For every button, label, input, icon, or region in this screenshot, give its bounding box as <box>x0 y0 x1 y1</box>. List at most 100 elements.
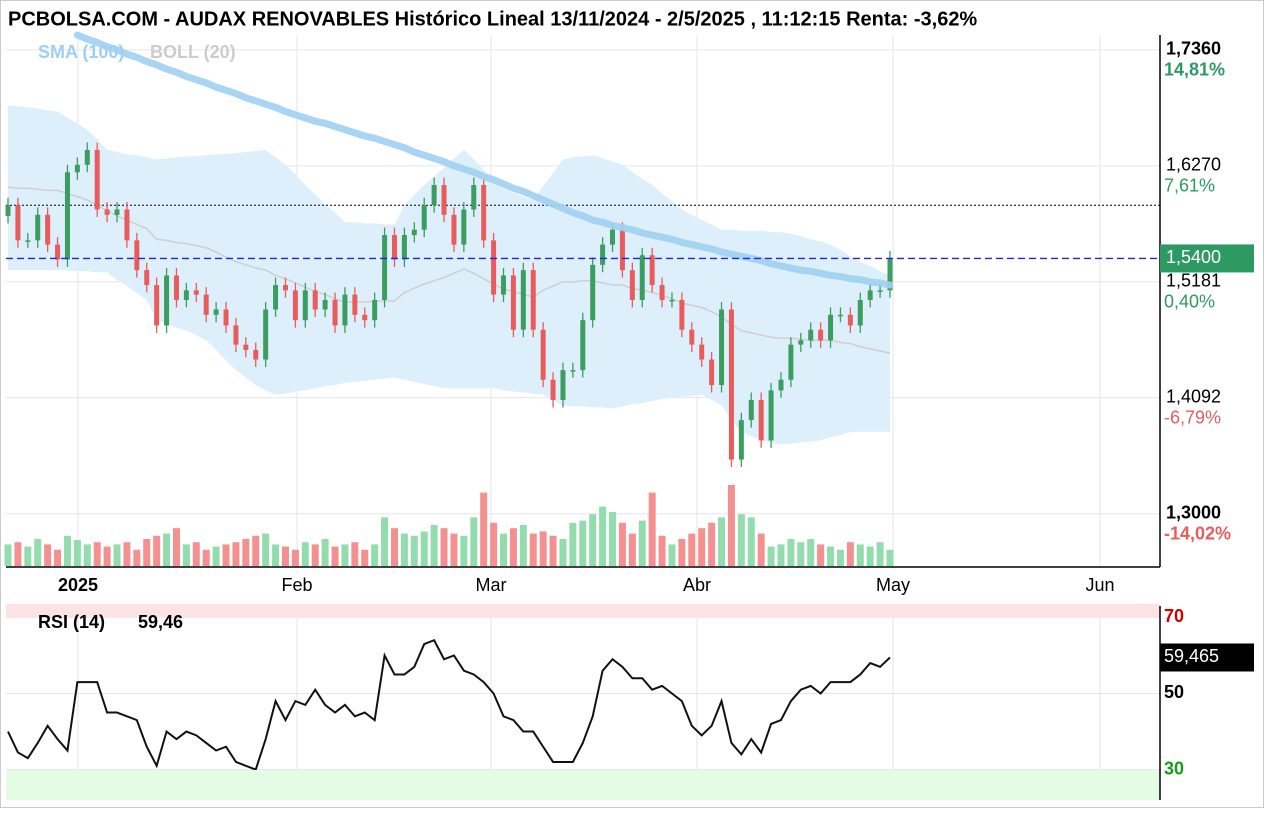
candle-body <box>847 314 853 326</box>
volume-bar <box>836 549 844 566</box>
candle-body <box>600 244 606 265</box>
candle-body <box>104 209 110 215</box>
volume-bar <box>83 544 91 566</box>
candle-body <box>114 209 120 215</box>
volume-bar <box>648 492 656 566</box>
candle-body <box>659 285 665 300</box>
last-price-box <box>1160 244 1254 273</box>
candle-body <box>748 399 754 421</box>
candle-body <box>173 275 179 300</box>
candle-body <box>263 309 269 360</box>
volume-bar <box>381 517 389 566</box>
overbought-zone <box>6 604 1160 618</box>
legend-entry: BOLL (20) <box>150 42 236 62</box>
candle-body <box>352 294 358 315</box>
volume-bar <box>787 539 795 566</box>
candle-body <box>94 149 100 210</box>
volume-bar <box>569 522 577 566</box>
candle-body <box>84 149 90 165</box>
candle-body <box>35 214 41 241</box>
volume-bar <box>44 544 52 566</box>
candle-body <box>689 329 695 345</box>
candle-body <box>570 370 576 372</box>
candle-body <box>45 214 51 245</box>
volume-bar <box>272 544 280 566</box>
candle-body <box>540 329 546 380</box>
volume-bar <box>529 533 537 566</box>
volume-bar <box>490 522 498 566</box>
candle-body <box>421 205 427 230</box>
legend-entry: SMA (100) <box>38 42 124 62</box>
volume-bar <box>113 544 121 566</box>
candle-body <box>332 299 338 326</box>
volume-bar <box>876 542 884 566</box>
candle-body <box>679 299 685 330</box>
candle-body <box>243 344 249 350</box>
candle-body <box>223 309 229 326</box>
candle-body <box>758 399 764 441</box>
candle-body <box>619 229 625 271</box>
volume-bar <box>34 539 42 566</box>
volume-bar <box>856 544 864 566</box>
volume-bar <box>846 542 854 566</box>
candle-body <box>768 390 774 441</box>
volume-bar <box>252 535 260 566</box>
volume-bar <box>54 549 62 566</box>
volume-bar <box>638 520 646 566</box>
candle-body <box>411 229 417 236</box>
volume-bar <box>172 528 180 566</box>
volume-bar <box>579 520 587 566</box>
volume-bar <box>4 544 12 566</box>
candle-body <box>193 290 199 295</box>
candle-body <box>401 235 407 260</box>
y-tick-label: 1,7360 <box>1166 39 1221 59</box>
candle-body <box>441 185 447 215</box>
rsi-value: 59,46 <box>138 612 183 632</box>
volume-bar <box>133 549 141 566</box>
volume-bar <box>341 544 349 566</box>
volume-bar <box>163 533 171 566</box>
volume-bar <box>311 544 319 566</box>
candle-body <box>857 299 863 326</box>
pct-tick-label: 0,40% <box>1164 291 1215 311</box>
volume-bar <box>440 528 448 566</box>
candle-body <box>302 290 308 321</box>
volume-bar <box>797 542 805 566</box>
volume-bar <box>599 506 607 566</box>
candle-body <box>312 290 318 310</box>
volume-bar <box>519 524 527 566</box>
x-tick-label: 2025 <box>58 575 98 595</box>
volume-bar <box>400 533 408 566</box>
volume-bar <box>718 517 726 566</box>
candle-body <box>213 309 219 315</box>
volume-bar <box>242 539 250 566</box>
candle-body <box>144 270 150 286</box>
volume-bar <box>727 485 735 566</box>
volume-bar <box>262 533 270 566</box>
volume-bar <box>549 535 557 566</box>
bollinger-mid <box>7 186 891 354</box>
chart-title: PCBOLSA.COM - AUDAX RENOVABLES Histórico… <box>8 8 977 30</box>
candle-body <box>887 258 893 291</box>
volume-bar <box>480 492 488 566</box>
volume-bar <box>509 528 517 566</box>
candle-body <box>877 290 883 292</box>
y-tick-label: 1,4092 <box>1166 386 1221 406</box>
candle-body <box>778 379 784 391</box>
volume-bar <box>688 533 696 566</box>
volume-bar <box>232 542 240 566</box>
candle-body <box>501 275 507 295</box>
candle-body <box>808 329 814 341</box>
candle-body <box>292 290 298 321</box>
candle-body <box>342 294 348 326</box>
candle-body <box>233 325 239 345</box>
volume-bar <box>678 539 686 566</box>
candle-body <box>530 270 536 330</box>
pct-tick-label: 14,81% <box>1164 60 1225 80</box>
candle-body <box>25 240 31 242</box>
y-tick-label: 1,5181 <box>1166 270 1221 290</box>
candle-body <box>837 314 843 317</box>
x-tick-label: Mar <box>476 575 507 595</box>
volume-bar <box>430 524 438 566</box>
